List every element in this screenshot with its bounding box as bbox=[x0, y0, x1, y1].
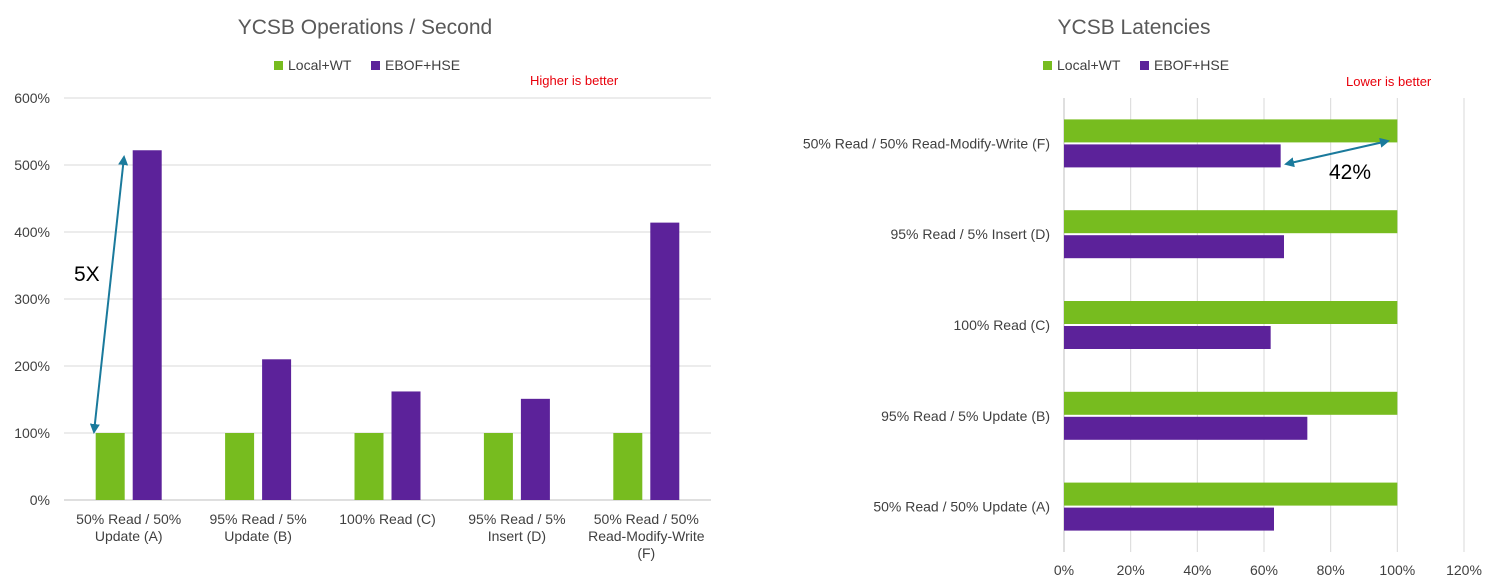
latency-legend-label-local: Local+WT bbox=[1057, 57, 1121, 73]
ops-y-tick-label: 400% bbox=[14, 224, 50, 240]
latency-x-tick-label: 0% bbox=[1054, 562, 1074, 578]
ops-x-tick-label: Insert (D) bbox=[488, 528, 546, 544]
latency-legend-swatch-local bbox=[1043, 61, 1052, 70]
latency-grid bbox=[1063, 98, 1465, 552]
ops-annotation: 5X bbox=[74, 263, 100, 286]
ops-legend-swatch-ebof bbox=[371, 61, 380, 70]
ops-bar-ebof bbox=[262, 359, 292, 500]
ops-x-tick-label: 50% Read / 50% bbox=[76, 511, 181, 527]
ops-y-tick-label: 500% bbox=[14, 157, 50, 173]
latency-y-tick-label: 100% Read (C) bbox=[954, 317, 1051, 333]
ops-x-tick-label: Read-Modify-Write bbox=[588, 528, 705, 544]
ops-y-tick-label: 0% bbox=[30, 492, 50, 508]
ops-y-tick-label: 200% bbox=[14, 358, 50, 374]
ops-y-tick-label: 300% bbox=[14, 291, 50, 307]
latency-x-ticks: 0% 20% 40% 60% 80% 100% 120% bbox=[1054, 562, 1482, 578]
ops-legend-label-ebof: EBOF+HSE bbox=[385, 57, 460, 73]
latency-x-tick-label: 60% bbox=[1250, 562, 1278, 578]
latency-y-tick-label: 50% Read / 50% Read-Modify-Write (F) bbox=[803, 135, 1050, 151]
latency-note: Lower is better bbox=[1346, 74, 1432, 89]
latency-x-tick-label: 120% bbox=[1446, 562, 1482, 578]
latency-x-tick-label: 40% bbox=[1183, 562, 1211, 578]
ops-legend-swatch-local bbox=[274, 61, 283, 70]
latency-bar-ebof bbox=[1064, 326, 1271, 349]
latency-y-tick-label: 95% Read / 5% Insert (D) bbox=[890, 226, 1050, 242]
latency-chart: YCSB Latencies Local+WT EBOF+HSE Lower i… bbox=[803, 16, 1482, 578]
latency-bar-local bbox=[1064, 301, 1398, 324]
latency-bars bbox=[1064, 119, 1398, 531]
ops-bar-ebof bbox=[520, 398, 550, 500]
latency-x-tick-label: 20% bbox=[1117, 562, 1145, 578]
latency-bar-ebof bbox=[1064, 235, 1284, 259]
ops-x-tick-label: 100% Read (C) bbox=[339, 511, 436, 527]
ops-bars bbox=[95, 150, 680, 500]
ops-x-tick-label: 95% Read / 5% bbox=[209, 511, 306, 527]
ops-legend-label-local: Local+WT bbox=[288, 57, 352, 73]
ops-bar-local bbox=[354, 433, 384, 500]
latency-chart-title: YCSB Latencies bbox=[1058, 16, 1211, 39]
ops-bar-local bbox=[483, 433, 513, 500]
ops-y-ticks: 0% 100% 200% 300% 400% 500% 600% bbox=[14, 90, 50, 508]
latency-y-tick-label: 50% Read / 50% Update (A) bbox=[873, 499, 1050, 515]
ops-chart: YCSB Operations / Second Local+WT EBOF+H… bbox=[14, 16, 711, 561]
latency-annotation: 42% bbox=[1329, 161, 1371, 184]
ops-note: Higher is better bbox=[530, 73, 619, 88]
latency-bar-ebof bbox=[1064, 507, 1274, 531]
ops-bar-local bbox=[95, 433, 125, 500]
ops-x-tick-label: 95% Read / 5% bbox=[468, 511, 565, 527]
ops-x-labels: 50% Read / 50%Update (A)95% Read / 5%Upd… bbox=[76, 511, 705, 561]
latency-reduction-arrow bbox=[1284, 137, 1390, 168]
latency-legend-label-ebof: EBOF+HSE bbox=[1154, 57, 1229, 73]
latency-legend-swatch-ebof bbox=[1140, 61, 1149, 70]
ops-legend: Local+WT EBOF+HSE bbox=[274, 57, 460, 73]
ops-x-tick-label: (F) bbox=[637, 545, 655, 561]
ops-bar-ebof bbox=[650, 222, 680, 500]
latency-bar-local bbox=[1064, 391, 1398, 415]
ops-bar-local bbox=[613, 433, 643, 500]
ops-x-tick-label: 50% Read / 50% bbox=[594, 511, 699, 527]
latency-bar-local bbox=[1064, 482, 1398, 506]
latency-y-labels: 50% Read / 50% Read-Modify-Write (F) 95% … bbox=[803, 135, 1050, 514]
ops-y-tick-label: 100% bbox=[14, 425, 50, 441]
ops-chart-title: YCSB Operations / Second bbox=[238, 16, 492, 39]
latency-x-tick-label: 100% bbox=[1379, 562, 1415, 578]
ops-growth-arrow bbox=[89, 155, 129, 434]
latency-bar-local bbox=[1064, 210, 1398, 234]
ops-grid bbox=[64, 97, 711, 501]
ops-bar-local bbox=[225, 433, 255, 500]
latency-bar-local bbox=[1064, 119, 1398, 143]
latency-x-tick-label: 80% bbox=[1317, 562, 1345, 578]
ops-x-tick-label: Update (A) bbox=[95, 528, 163, 544]
latency-y-tick-label: 95% Read / 5% Update (B) bbox=[881, 408, 1050, 424]
latency-bar-ebof bbox=[1064, 416, 1308, 440]
latency-bar-ebof bbox=[1064, 144, 1281, 168]
ops-x-tick-label: Update (B) bbox=[224, 528, 292, 544]
latency-legend: Local+WT EBOF+HSE bbox=[1043, 57, 1229, 73]
ops-bar-ebof bbox=[391, 391, 421, 500]
ops-y-tick-label: 600% bbox=[14, 90, 50, 106]
ops-bar-ebof bbox=[132, 150, 162, 500]
